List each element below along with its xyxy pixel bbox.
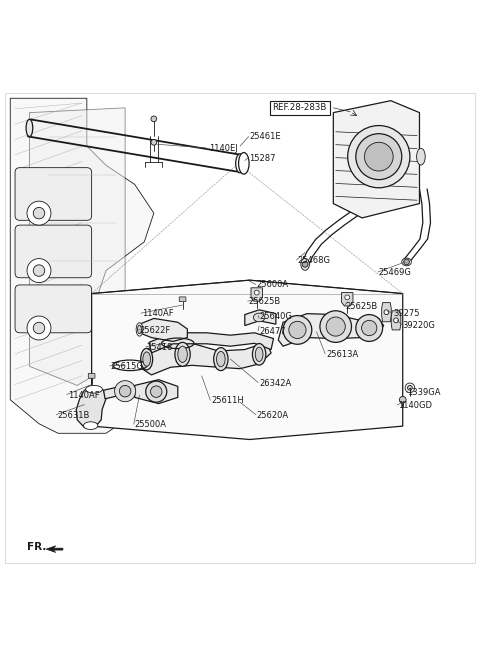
Circle shape [151,116,157,122]
Circle shape [394,318,398,323]
Polygon shape [278,314,384,346]
Polygon shape [333,100,420,218]
Polygon shape [104,386,148,399]
Text: 1140AF: 1140AF [68,390,99,400]
Text: 25461E: 25461E [250,132,281,141]
FancyBboxPatch shape [179,297,186,302]
Circle shape [361,320,377,336]
Polygon shape [10,98,154,434]
Circle shape [289,321,306,338]
Ellipse shape [216,352,225,367]
Text: REF.28-283B: REF.28-283B [273,104,327,112]
Text: 25625B: 25625B [345,302,378,311]
Ellipse shape [236,154,244,173]
Ellipse shape [255,347,263,361]
Circle shape [405,383,415,392]
Text: 39220G: 39220G [403,321,436,330]
Ellipse shape [26,119,33,136]
Ellipse shape [301,258,310,270]
Text: 25469G: 25469G [379,268,412,277]
Circle shape [404,259,409,265]
Text: 26342A: 26342A [259,379,291,388]
Ellipse shape [417,148,425,165]
Ellipse shape [402,258,411,266]
Circle shape [33,265,45,276]
Circle shape [254,290,259,295]
Ellipse shape [175,342,190,366]
Polygon shape [76,386,106,428]
Text: 25615G: 25615G [111,362,144,371]
Circle shape [146,381,167,402]
Polygon shape [382,302,391,322]
Circle shape [408,386,412,390]
FancyBboxPatch shape [15,225,92,277]
Polygon shape [29,108,125,386]
Ellipse shape [84,422,98,430]
Ellipse shape [214,348,228,371]
Text: 1140GD: 1140GD [398,401,432,410]
Ellipse shape [138,325,142,334]
Circle shape [151,386,162,398]
Text: 26477: 26477 [259,327,286,336]
Polygon shape [391,311,401,330]
Circle shape [33,207,45,219]
Circle shape [120,386,131,397]
Text: 1140EJ: 1140EJ [209,144,238,153]
Polygon shape [92,280,403,440]
Circle shape [345,295,349,300]
Polygon shape [245,310,276,325]
Text: 25600A: 25600A [257,280,289,289]
Text: 15287: 15287 [250,154,276,163]
Circle shape [27,316,51,340]
Text: 25611H: 25611H [211,396,244,405]
Ellipse shape [143,352,151,366]
Ellipse shape [239,153,249,174]
Circle shape [283,316,312,344]
Text: 25500A: 25500A [135,420,167,429]
Circle shape [348,125,410,188]
Text: 1339GA: 1339GA [408,388,441,397]
Text: 25631B: 25631B [57,411,90,420]
Circle shape [115,380,136,401]
Ellipse shape [252,344,266,365]
Text: 25625B: 25625B [249,297,281,306]
FancyBboxPatch shape [15,168,92,220]
Polygon shape [140,318,187,341]
Polygon shape [46,546,63,552]
Circle shape [326,317,345,336]
Polygon shape [142,341,271,375]
Text: 25613A: 25613A [326,350,359,359]
Ellipse shape [178,346,187,363]
Text: 25640G: 25640G [259,312,292,321]
FancyBboxPatch shape [88,373,95,379]
Ellipse shape [136,323,143,336]
Text: 1140AF: 1140AF [142,309,173,318]
Circle shape [27,258,51,283]
Text: 25622F: 25622F [140,326,171,335]
Text: FR.: FR. [27,543,47,552]
Polygon shape [341,293,353,306]
Text: 25418: 25418 [147,342,173,352]
Circle shape [151,140,157,145]
Circle shape [384,310,389,315]
Ellipse shape [141,348,153,370]
Circle shape [302,262,308,267]
Polygon shape [135,380,178,403]
Polygon shape [149,333,274,353]
Polygon shape [251,288,263,301]
Circle shape [33,322,45,334]
Circle shape [364,142,393,171]
FancyBboxPatch shape [15,285,92,333]
Circle shape [27,201,51,225]
Text: 25620A: 25620A [257,411,289,420]
Ellipse shape [85,386,102,393]
Text: 25468G: 25468G [298,256,330,266]
Ellipse shape [253,313,265,322]
Text: 39275: 39275 [393,309,420,318]
Circle shape [320,311,351,342]
Circle shape [356,315,383,341]
Circle shape [399,396,406,403]
Circle shape [356,134,402,180]
